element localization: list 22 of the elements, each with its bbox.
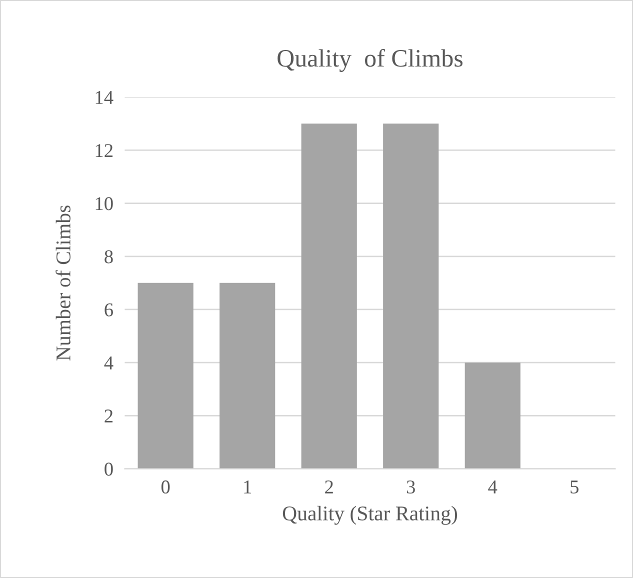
x-tick-label: 3	[406, 480, 415, 494]
y-tick-label: 2	[104, 410, 113, 422]
y-tick-label: 10	[96, 197, 113, 210]
bar	[383, 124, 439, 469]
y-tick-label: 6	[104, 303, 114, 316]
x-axis-title: Quality (Star Rating)	[282, 506, 458, 525]
y-tick-label: 14	[96, 91, 114, 104]
y-axis-title: Number of Climbs	[56, 206, 70, 360]
x-tick-label: 5	[570, 480, 578, 494]
x-tick-label: 1	[244, 480, 252, 494]
y-tick-label: 12	[96, 144, 113, 157]
x-tick-label: 4	[488, 480, 498, 494]
chart-title: Quality of Climbs	[278, 48, 462, 72]
bar	[138, 282, 194, 469]
y-tick-label: 4	[104, 356, 114, 370]
bar	[464, 362, 520, 469]
y-tick-label: 0	[104, 462, 113, 476]
bar	[301, 124, 357, 469]
bar	[220, 282, 276, 469]
y-tick-label: 8	[104, 250, 113, 264]
x-tick-label: 0	[161, 480, 170, 494]
x-tick-label: 2	[325, 480, 333, 494]
